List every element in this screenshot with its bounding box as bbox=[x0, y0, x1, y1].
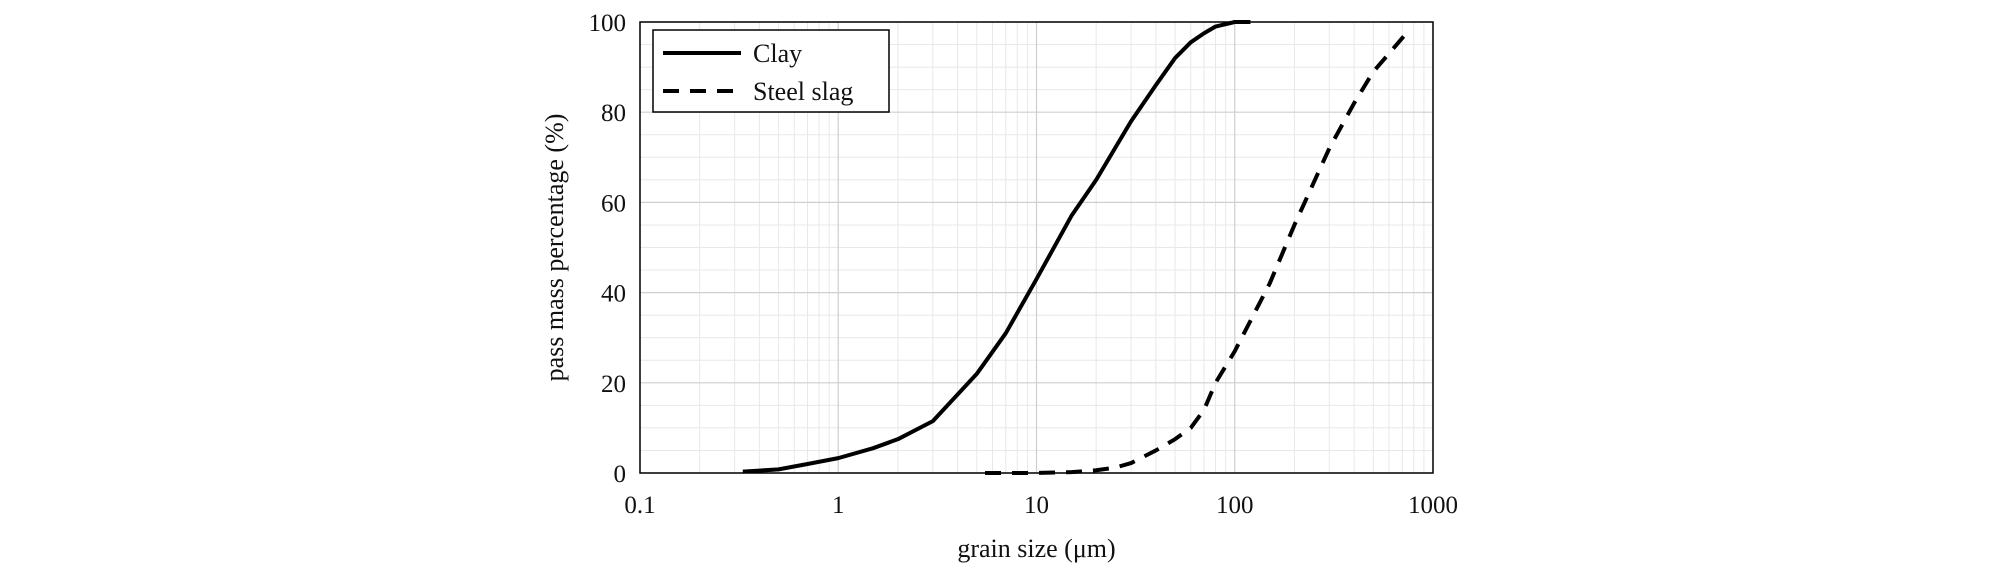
x-tick-label: 10 bbox=[1024, 492, 1049, 519]
legend: Clay Steel slag bbox=[652, 29, 890, 113]
series-layer bbox=[742, 20, 1410, 475]
y-tick-label: 40 bbox=[601, 281, 626, 308]
series-line-steel-slag bbox=[985, 29, 1410, 475]
x-tick-label: 0.1 bbox=[624, 492, 655, 519]
series-line-clay bbox=[742, 20, 1251, 474]
legend-label: Clay bbox=[753, 39, 802, 68]
x-axis-tick-labels: 0.1 1 10 100 1000 bbox=[624, 492, 1458, 519]
y-tick-label: 100 bbox=[589, 10, 627, 37]
y-tick-label: 20 bbox=[601, 371, 626, 398]
x-tick-label: 100 bbox=[1216, 492, 1254, 519]
y-tick-label: 80 bbox=[601, 100, 626, 127]
x-tick-label: 1000 bbox=[1408, 492, 1458, 519]
x-tick-label: 1 bbox=[832, 492, 845, 519]
plot-area-frame bbox=[639, 21, 1434, 474]
y-tick-label: 60 bbox=[601, 190, 626, 217]
legend-label: Steel slag bbox=[753, 77, 853, 106]
x-axis-label: grain size (μm) bbox=[957, 534, 1115, 563]
y-axis-tick-labels: 0 20 40 60 80 100 bbox=[589, 10, 627, 488]
y-tick-label: 0 bbox=[614, 461, 627, 488]
legend-box bbox=[652, 29, 890, 113]
y-axis-label: pass mass percentage (%) bbox=[540, 114, 569, 382]
